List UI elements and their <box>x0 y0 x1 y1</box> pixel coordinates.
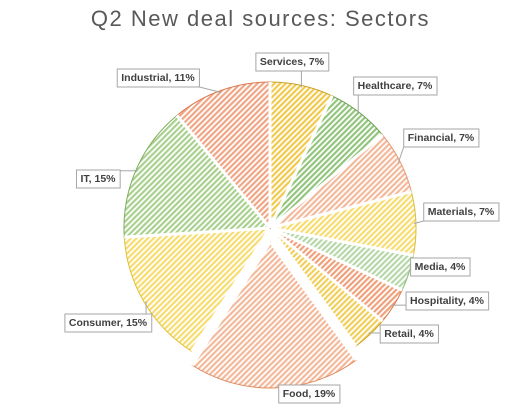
data-label-hospitality: Hospitality, 4% <box>405 291 490 311</box>
data-label-text: Food, 19% <box>283 388 336 400</box>
chart-title: Q2 New deal sources: Sectors <box>90 6 431 31</box>
data-label-industrial: Industrial, 11% <box>116 68 200 88</box>
data-label-box <box>116 68 200 88</box>
data-label-media: Media, 4% <box>410 257 471 277</box>
data-label-text: Services, 7% <box>260 56 325 68</box>
pie-slice-food <box>191 241 357 389</box>
pie-slice-industrial <box>176 81 271 230</box>
pie-slice-separator <box>175 82 272 229</box>
data-label-text: Materials, 7% <box>428 206 495 218</box>
data-label-text: IT, 15% <box>80 173 116 185</box>
leader-line-materials <box>413 220 424 224</box>
data-label-materials: Materials, 7% <box>423 202 500 222</box>
data-label-it: IT, 15% <box>75 169 121 189</box>
data-label-services: Services, 7% <box>255 52 330 72</box>
data-label-food: Food, 19% <box>278 384 341 404</box>
data-label-box <box>379 324 439 344</box>
data-label-box <box>423 202 500 222</box>
data-label-box <box>75 169 121 189</box>
data-label-consumer: Consumer, 15% <box>64 313 153 333</box>
data-label-box <box>64 313 153 333</box>
data-label-box <box>403 128 480 148</box>
data-label-text: Consumer, 15% <box>69 317 148 329</box>
data-label-text: Media, 4% <box>415 261 466 273</box>
data-label-box <box>410 257 471 277</box>
data-label-text: Industrial, 11% <box>121 72 195 84</box>
pie-slice-separator <box>268 226 384 347</box>
pie-slice-consumer <box>123 227 271 352</box>
data-label-box <box>255 52 330 72</box>
pie-slice-separator <box>190 241 358 367</box>
data-label-box <box>353 76 438 96</box>
data-label-text: Retail, 4% <box>384 328 434 340</box>
data-label-retail: Retail, 4% <box>379 324 439 344</box>
data-label-box <box>405 291 490 311</box>
pie-slice-it <box>123 114 272 238</box>
data-label-text: Financial, 7% <box>408 132 475 144</box>
leader-line-financial <box>397 146 405 163</box>
data-label-text: Healthcare, 7% <box>358 80 433 92</box>
leader-line-industrial <box>199 86 222 93</box>
data-label-healthcare: Healthcare, 7% <box>353 76 438 96</box>
data-label-financial: Financial, 7% <box>403 128 480 148</box>
data-label-box <box>278 384 341 404</box>
data-label-text: Hospitality, 4% <box>410 295 485 307</box>
